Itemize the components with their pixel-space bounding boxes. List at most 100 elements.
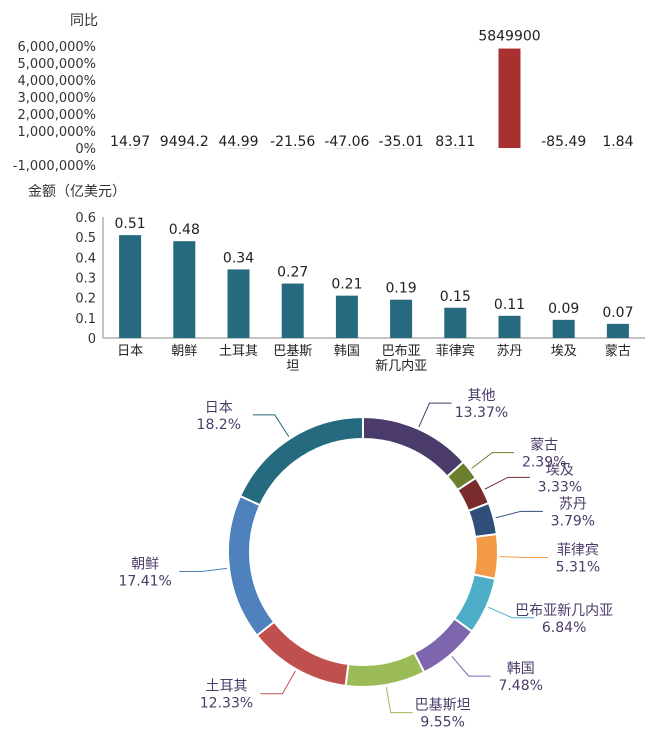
growth-bar	[390, 148, 413, 149]
donut-slice	[412, 617, 474, 674]
growth-data-label: 1.84	[602, 134, 633, 150]
amount-category-label: 韩国	[334, 344, 360, 359]
amount-data-label: 0.15	[440, 289, 471, 305]
donut-slice-name: 苏丹	[559, 496, 587, 512]
growth-y-tick: 1,000,000%	[17, 125, 96, 140]
donut-leader-line	[385, 686, 413, 714]
donut-slice-name: 朝鲜	[131, 556, 159, 572]
donut-leader-line	[499, 556, 548, 558]
donut-slice-percent: 13.37%	[455, 405, 508, 421]
growth-data-label: -47.06	[324, 134, 369, 150]
amount-bar	[173, 241, 196, 338]
donut-slice-percent: 18.2%	[197, 417, 241, 433]
donut-slice-percent: 7.48%	[498, 678, 542, 694]
growth-data-label: -21.56	[270, 134, 315, 150]
donut-slice-percent: 6.84%	[542, 620, 586, 636]
amount-y-tick: 0.6	[75, 211, 96, 226]
donut-slice-name: 巴布亚新几内亚	[515, 603, 613, 619]
growth-bar	[335, 148, 358, 149]
donut-leader-line	[488, 606, 535, 619]
donut-slice-name: 其他	[467, 388, 495, 404]
growth-data-label: 44.99	[218, 134, 258, 150]
amount-y-tick: 0.2	[75, 292, 96, 307]
donut-leader-line	[179, 567, 228, 572]
growth-bar	[498, 48, 521, 149]
amount-category-label: 蒙古	[605, 344, 631, 359]
growth-data-label: 5849900	[478, 29, 540, 45]
amount-bar	[444, 307, 467, 338]
growth-bar	[444, 147, 467, 149]
growth-data-label: 83.11	[435, 134, 475, 150]
donut-slice-percent: 3.33%	[538, 479, 582, 495]
donut-slice	[238, 415, 364, 507]
growth-y-tick: -1,000,000%	[13, 159, 96, 174]
amount-category-label: 土耳其	[219, 344, 258, 359]
amount-chart-title: 金额（亿美元）	[28, 184, 126, 200]
amount-category-label: 巴布亚	[382, 344, 421, 359]
donut-slice	[255, 620, 350, 687]
amount-data-label: 0.19	[386, 281, 417, 297]
amount-bar-chart: 金额（亿美元） 0.6 0.5 0.4 0.3 0.2 0.1 0 0.51 0.48 0.34…	[28, 184, 645, 374]
donut-slice	[344, 651, 426, 688]
growth-data-label: 9494.2	[160, 134, 209, 150]
growth-bar	[606, 147, 629, 149]
growth-bar	[119, 147, 142, 149]
amount-data-label: 0.09	[548, 301, 579, 317]
amount-y-tick: 0	[88, 332, 96, 347]
amount-y-tick: 0.5	[75, 231, 96, 246]
growth-chart-title: 同比	[70, 13, 98, 29]
growth-y-tick: 5,000,000%	[17, 57, 96, 72]
amount-bar	[606, 323, 629, 338]
amount-y-tick: 0.1	[75, 312, 96, 327]
donut-leader-line	[418, 402, 452, 428]
donut-slice-name: 韩国	[507, 661, 535, 677]
donut-leader-line	[495, 510, 543, 519]
donut-slice-name: 菲律宾	[557, 542, 599, 558]
amount-data-label: 0.07	[602, 305, 633, 321]
amount-data-label: 0.51	[115, 216, 146, 232]
amount-category-label: 苏丹	[496, 343, 522, 359]
amount-data-label: 0.11	[494, 297, 525, 313]
amount-category-label: 巴基斯	[273, 344, 312, 359]
amount-data-label: 0.34	[223, 250, 254, 266]
amount-category-label: 日本	[117, 344, 143, 359]
growth-bar	[281, 148, 304, 149]
amount-bar	[552, 319, 575, 338]
amount-data-label: 0.48	[169, 222, 200, 238]
donut-slice-name: 日本	[205, 400, 233, 416]
amount-y-tick: 0.3	[75, 272, 96, 287]
donut-slice-percent: 2.39%	[522, 455, 566, 471]
growth-bar	[173, 147, 196, 149]
amount-category-label: 埃及	[551, 344, 577, 359]
donut-slice	[472, 532, 499, 581]
amount-bar	[119, 235, 142, 338]
donut-slice-percent: 5.31%	[556, 559, 600, 575]
donut-slice-name: 蒙古	[530, 438, 558, 454]
amount-bar	[390, 299, 413, 338]
amount-bar	[227, 269, 250, 338]
donut-leader-line	[260, 670, 296, 695]
amount-category-label: 新几内亚	[375, 358, 427, 374]
growth-y-tick: 3,000,000%	[17, 91, 96, 106]
donut-slice-percent: 12.33%	[200, 696, 253, 712]
amount-category-label: 朝鲜	[171, 344, 197, 359]
growth-y-tick: 0%	[75, 142, 96, 157]
donut-slice	[362, 415, 465, 478]
growth-y-tick: 6,000,000%	[17, 40, 96, 55]
donut-slice	[227, 494, 276, 637]
donut-leader-line	[252, 414, 290, 438]
growth-y-tick: 4,000,000%	[17, 74, 96, 89]
growth-y-tick: 2,000,000%	[17, 108, 96, 123]
donut-leader-line	[471, 452, 515, 469]
donut-slice-name: 埃及	[546, 462, 574, 478]
donut-slice-percent: 9.55%	[420, 715, 464, 731]
growth-data-label: -85.49	[541, 134, 586, 150]
donut-slice-percent: 3.79%	[551, 513, 595, 529]
donut-leader-line	[451, 655, 491, 677]
growth-data-label: -35.01	[379, 134, 424, 150]
donut-leader-line	[484, 476, 530, 490]
amount-data-label: 0.27	[277, 265, 308, 281]
growth-bar-chart: 同比 6,000,000% 5,000,000% 4,000,000% 3,000,0…	[13, 13, 634, 174]
